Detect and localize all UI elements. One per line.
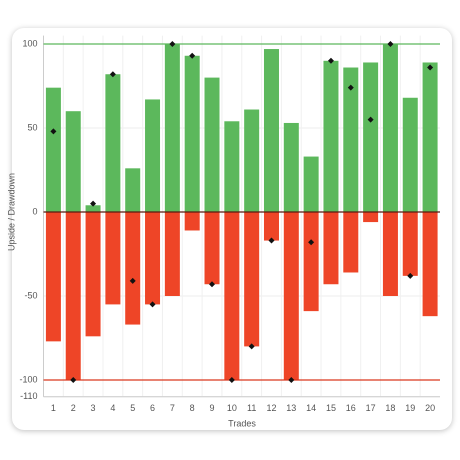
x-tick-label: 17 xyxy=(366,403,376,413)
bar xyxy=(184,212,200,231)
x-tick-label: 18 xyxy=(385,403,395,413)
marker xyxy=(228,377,235,383)
bar xyxy=(303,212,319,312)
marker xyxy=(129,277,136,284)
y-tick-label: 100 xyxy=(22,38,37,48)
y-tick-label: -50 xyxy=(24,290,37,300)
bar xyxy=(45,212,61,342)
marker xyxy=(50,128,57,135)
bar xyxy=(382,212,398,296)
x-tick-label: 14 xyxy=(306,403,316,413)
bar xyxy=(65,212,81,380)
bar xyxy=(224,121,240,212)
bar xyxy=(303,156,319,212)
marker xyxy=(90,200,97,207)
x-tick-label: 7 xyxy=(170,403,175,413)
marker xyxy=(387,41,394,47)
marker xyxy=(70,377,77,383)
x-tick-label: 13 xyxy=(286,403,296,413)
bar xyxy=(343,67,359,213)
bar xyxy=(263,212,279,241)
marker xyxy=(189,52,196,59)
x-tick-label: 1 xyxy=(51,403,56,413)
marker xyxy=(327,57,334,64)
bar xyxy=(323,60,339,212)
x-tick-label: 16 xyxy=(346,403,356,413)
bar xyxy=(145,212,161,305)
marker xyxy=(367,116,374,123)
marker xyxy=(308,239,315,246)
bar xyxy=(85,205,101,212)
bar xyxy=(105,212,121,305)
x-tick-label: 9 xyxy=(210,403,215,413)
bar xyxy=(283,122,299,212)
x-tick-label: 5 xyxy=(130,403,135,413)
bar xyxy=(65,111,81,212)
x-tick-label: 19 xyxy=(405,403,415,413)
bar xyxy=(343,212,359,273)
bar xyxy=(422,212,438,317)
x-tick-label: 6 xyxy=(150,403,155,413)
bar xyxy=(204,212,220,285)
x-tick-label: 20 xyxy=(425,403,435,413)
y-tick-label: -110 xyxy=(20,391,37,401)
bar xyxy=(382,44,398,212)
x-tick-label: 10 xyxy=(227,403,237,413)
bar xyxy=(363,212,379,223)
bar xyxy=(363,62,379,213)
bar xyxy=(204,77,220,212)
marker xyxy=(149,301,156,308)
x-tick-label: 8 xyxy=(190,403,195,413)
x-tick-label: 4 xyxy=(110,403,115,413)
bar xyxy=(164,44,180,212)
bar xyxy=(45,87,61,212)
x-tick-label: 15 xyxy=(326,403,336,413)
bar xyxy=(184,55,200,213)
bar xyxy=(125,212,141,325)
bar xyxy=(145,99,161,212)
bar xyxy=(283,212,299,380)
x-tick-label: 2 xyxy=(71,403,76,413)
bar xyxy=(244,109,260,212)
y-tick-label: -100 xyxy=(19,374,37,384)
y-axis-label: Upside / Drawdown xyxy=(6,173,16,251)
marker xyxy=(288,377,295,383)
marker xyxy=(347,84,354,91)
marker xyxy=(427,64,434,71)
bar xyxy=(164,212,180,296)
bar xyxy=(85,212,101,337)
bar xyxy=(402,97,418,212)
bar xyxy=(125,168,141,212)
marker xyxy=(248,343,255,350)
marker xyxy=(109,71,116,78)
bar xyxy=(323,212,339,285)
x-tick-label: 3 xyxy=(91,403,96,413)
marker xyxy=(268,237,275,244)
y-tick-label: 50 xyxy=(27,122,37,132)
bar xyxy=(422,62,438,213)
x-axis-label: Trades xyxy=(228,418,256,428)
bar xyxy=(105,74,121,213)
bar xyxy=(224,212,240,380)
x-tick-label: 11 xyxy=(247,403,256,413)
bar xyxy=(263,49,279,212)
x-tick-label: 12 xyxy=(266,403,276,413)
marker xyxy=(169,41,176,47)
bar xyxy=(244,212,260,347)
y-tick-label: 0 xyxy=(32,206,37,216)
bar xyxy=(402,212,418,276)
marker xyxy=(407,272,414,279)
marker xyxy=(209,281,216,288)
